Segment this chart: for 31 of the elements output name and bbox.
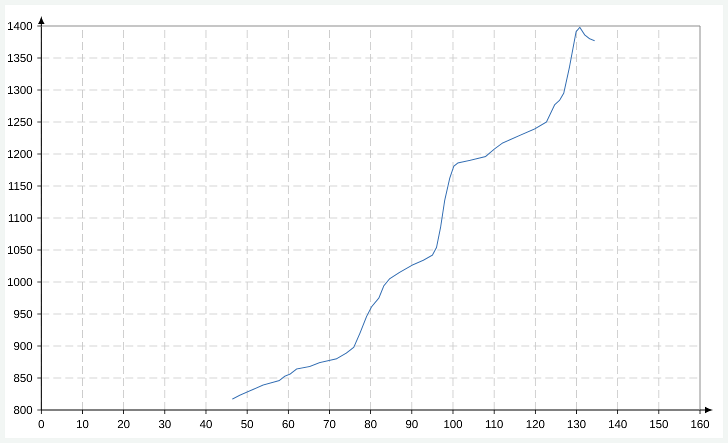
x-tick-label: 110 bbox=[486, 420, 503, 428]
y-tick-label: 1350 bbox=[8, 54, 32, 62]
y-tick-label: 850 bbox=[14, 374, 32, 382]
y-tick-label: 900 bbox=[14, 342, 32, 350]
y-tick-label: 950 bbox=[14, 310, 32, 318]
x-tick-label: 90 bbox=[406, 420, 418, 428]
x-tick-label: 70 bbox=[324, 420, 336, 428]
y-tick-label: 1300 bbox=[8, 86, 32, 94]
x-tick-label: 140 bbox=[608, 420, 627, 428]
x-tick-label: 0 bbox=[38, 420, 44, 428]
y-tick-label: 1150 bbox=[8, 182, 32, 190]
x-tick-label: 120 bbox=[526, 420, 544, 428]
y-tick-label: 1000 bbox=[8, 278, 32, 286]
x-tick-label: 60 bbox=[282, 420, 294, 428]
x-tick-label: 160 bbox=[691, 420, 710, 428]
y-tick-label: 1100 bbox=[8, 214, 32, 222]
x-tick-label: 100 bbox=[444, 420, 462, 428]
line-series bbox=[232, 26, 596, 400]
y-tick-label: 1200 bbox=[8, 150, 32, 158]
x-tick-label: 150 bbox=[650, 420, 668, 428]
x-tick-label: 80 bbox=[364, 420, 377, 428]
x-tick-label: 50 bbox=[241, 420, 254, 428]
y-tick-label: 1050 bbox=[8, 246, 32, 254]
y-tick-label: 1400 bbox=[8, 22, 32, 30]
x-tick-label: 40 bbox=[200, 420, 212, 428]
x-tick-label: 20 bbox=[118, 420, 130, 428]
y-tick-label: 800 bbox=[14, 406, 32, 414]
x-tick-label: 10 bbox=[76, 420, 88, 428]
x-tick-label: 30 bbox=[158, 420, 171, 428]
y-tick-label: 1250 bbox=[8, 118, 32, 126]
x-tick-label: 130 bbox=[568, 420, 586, 428]
